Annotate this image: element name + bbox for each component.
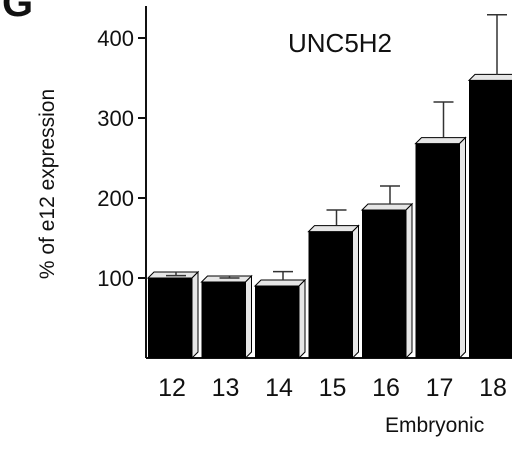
y-tick-label: 300	[97, 106, 134, 131]
bars	[146, 73, 512, 360]
x-tick-label: 18	[479, 374, 507, 402]
bar-front	[415, 143, 460, 358]
bar-front	[148, 278, 192, 358]
x-tick-label: 14	[265, 374, 293, 402]
bar	[467, 73, 512, 359]
bar	[146, 270, 200, 360]
bar-side-face	[405, 202, 413, 360]
bar-side-face	[459, 136, 466, 360]
x-tick-label: 12	[158, 374, 186, 402]
bar-top-face	[467, 73, 512, 81]
bar-front	[255, 286, 299, 358]
bar-side-face	[298, 278, 306, 360]
y-ticks: 100 200 300 400	[97, 26, 146, 291]
bar-top-face	[253, 279, 307, 287]
bar	[253, 278, 307, 360]
bar-side-face	[191, 270, 199, 360]
bar-top-face	[200, 275, 253, 283]
x-tick-label: 16	[372, 374, 400, 402]
x-tick-labels: 12 13 14 15 16 17 18	[158, 374, 507, 402]
panel-letter: G	[2, 0, 33, 25]
x-tick-label: 17	[426, 374, 454, 402]
bar-front	[362, 210, 406, 358]
bar	[307, 224, 360, 360]
y-axis-label: % of e12 expression	[36, 89, 59, 279]
bar	[414, 136, 467, 360]
bar-front	[201, 282, 246, 358]
bar-top-face	[360, 203, 414, 211]
error-bars	[166, 14, 507, 280]
bar-top-face	[307, 225, 360, 233]
y-tick-label: 400	[97, 26, 134, 51]
bar	[200, 274, 253, 360]
bar-side-face	[245, 274, 252, 360]
bar-front	[308, 231, 353, 358]
chart-title: UNC5H2	[288, 28, 392, 58]
x-tick-label: 15	[319, 374, 347, 402]
y-tick-label: 200	[97, 186, 134, 211]
bar-top-face	[414, 137, 467, 145]
bar	[360, 202, 414, 360]
x-tick-label: 13	[212, 374, 240, 402]
y-tick-label: 100	[97, 266, 134, 291]
bar-side-face	[352, 224, 359, 360]
x-axis-label: Embryonic	[385, 414, 484, 437]
bar-front	[469, 80, 512, 359]
